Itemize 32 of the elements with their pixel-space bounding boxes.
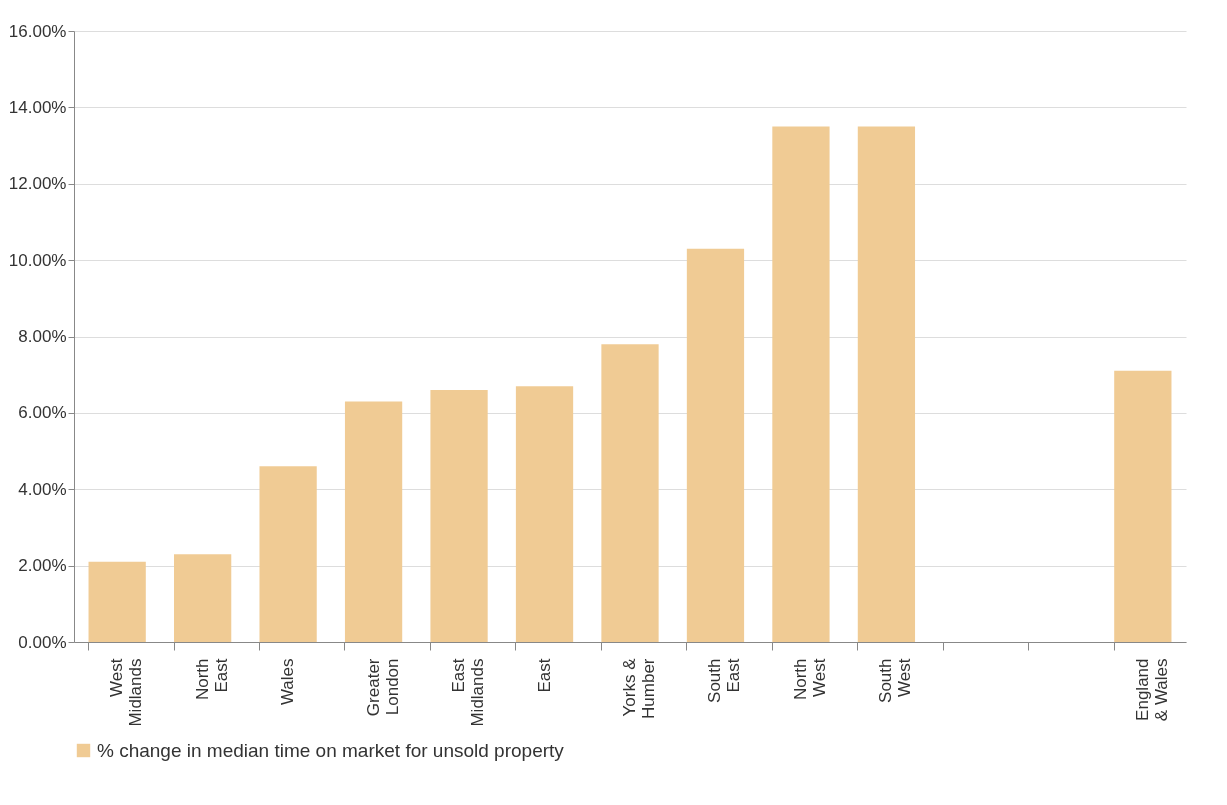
x-tick-label: Greater London [363,658,402,717]
x-tick-label: North East [192,658,231,701]
x-tick-label: Wales [278,658,298,706]
bar [259,466,317,642]
x-tick-label: England & Wales [1132,658,1171,722]
bar [88,561,146,642]
bar [857,126,916,642]
x-tick-label: South East [705,658,744,703]
y-tick-label: 16.00% [8,21,67,41]
bar [1114,370,1172,642]
bar [344,401,403,642]
y-tick-label: 0.00% [18,632,67,652]
y-tick-label: 10.00% [8,250,67,270]
x-tick-label: West Midlands [107,658,146,727]
x-tick-label: South West [876,658,915,703]
y-tick-label: 12.00% [8,174,67,194]
legend-label: % change in median time on market for unsold property [97,739,565,761]
x-tick-label: North West [790,658,829,701]
bar [515,386,574,642]
bar [601,344,659,642]
x-tick-label: Yorks & Humber [620,657,658,719]
y-tick-label: 8.00% [18,327,67,346]
x-tick-label: East [534,658,554,693]
y-tick-label: 14.00% [8,97,67,117]
bar [772,126,830,642]
y-tick-label: 6.00% [18,403,67,423]
x-tick-label: East Midlands [449,658,488,727]
y-tick-label: 2.00% [18,556,67,576]
bar [174,554,232,642]
bar [430,389,488,642]
bar [686,248,745,642]
y-tick-label: 4.00% [18,479,67,499]
